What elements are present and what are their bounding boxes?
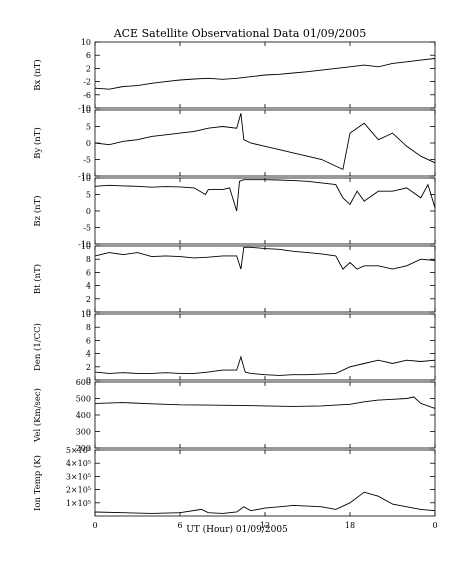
panel-2: 10 5 0 -5 -10 By (nT) [32,106,436,181]
panel-5: 10 8 6 4 2 0 Den (1/CC) [32,310,436,385]
y-axis-label: Bt (nT) [32,264,43,294]
y-tick-label: 8 [86,255,91,264]
y-tick-label: 10 [81,242,91,251]
y-tick-label: 8 [86,323,91,332]
y-axis-label: Den (1/CC) [32,323,43,371]
panel-frame [94,449,436,517]
x-tick-label: 0 [432,521,437,530]
y-tick-label: 300 [76,428,91,437]
y-tick-label: -6 [83,91,91,100]
panel-3: 10 5 0 -5 -10 Bz (nT) [32,174,436,249]
x-tick-label: 12 [260,521,270,530]
y-tick-label: 5 [86,123,91,132]
y-tick-label: 2 [86,295,91,304]
y-tick-label: -5 [83,224,91,233]
panel-6: 600 500 400 300 200 Vel (Km/sec) [32,378,436,453]
y-tick-label: -10 [78,172,91,181]
y-axis-label: By (nT) [32,127,43,159]
panel-7: 5×10⁵ 4×10⁵ 3×10⁵ 2×10⁵ 1×10⁵ Ion Temp (K) [32,446,436,517]
y-tick-label: 10 [81,38,91,47]
series-line [94,113,436,171]
x-tick-label: 0 [92,521,97,530]
y-axis-label: Ion Temp (K) [32,455,43,511]
panel-frame [94,245,436,313]
y-tick-label: -10 [78,104,91,113]
chart-title: ACE Satellite Observational Data 01/09/2… [113,27,367,40]
x-axis: 0 6 12 18 0 [92,521,437,530]
y-tick-label: 200 [76,444,91,453]
x-tick-label: 18 [345,521,355,530]
panel-1: 10 6 2 -2 -6 -10 Bx (nT) [32,38,436,113]
y-tick-label: 600 [76,378,91,387]
y-tick-label: 4 [86,282,91,291]
y-tick-label: 0 [86,376,91,385]
y-tick-label: -5 [83,156,91,165]
y-tick-label: -2 [83,78,91,87]
y-tick-label: 6 [86,268,91,277]
series-line [94,246,436,270]
y-tick-label: 0 [86,139,91,148]
y-tick-label: 2×10⁵ [66,486,91,495]
y-tick-label: 400 [76,411,91,420]
x-tick-label: 6 [177,521,182,530]
panel-frame [94,177,436,245]
y-axis-label: Vel (Km/sec) [32,388,43,443]
series-line [94,491,436,514]
x-axis-label: UT (Hour) 01/09/2005 [186,524,288,535]
panel-frame [94,313,436,381]
series-line [94,396,436,409]
y-tick-label: 10 [81,310,91,319]
series-line [94,58,436,90]
y-tick-label: 5 [86,191,91,200]
y-tick-label: -10 [78,240,91,249]
y-tick-label: 3×10⁵ [66,472,91,481]
y-axis-label: Bx (nT) [32,59,43,91]
panel-4: 10 8 6 4 2 0 Bt (nT) [32,242,436,317]
series-line [94,179,436,212]
panel-frame [94,381,436,449]
y-tick-label: 5×10⁵ [66,446,91,455]
y-tick-label: 10 [81,174,91,183]
y-tick-label: 6 [86,51,91,60]
y-axis-label: Bz (nT) [32,195,43,226]
y-tick-label: 0 [86,207,91,216]
panels-group: 10 6 2 -2 -6 -10 Bx (nT) 10 5 0 -5 -10 By (nT) 10 5 0 -5… [32,38,436,517]
panel-frame [94,109,436,177]
y-tick-label: 4 [86,350,91,359]
y-tick-label: 0 [86,308,91,317]
y-tick-label: 6 [86,336,91,345]
y-tick-label: 1×10⁵ [66,499,91,508]
y-tick-label: 2 [86,363,91,372]
y-tick-label: 4×10⁵ [66,459,91,468]
y-tick-label: 10 [81,106,91,115]
y-tick-label: 2 [86,64,91,73]
y-tick-label: 500 [76,395,91,404]
series-line [94,355,436,376]
